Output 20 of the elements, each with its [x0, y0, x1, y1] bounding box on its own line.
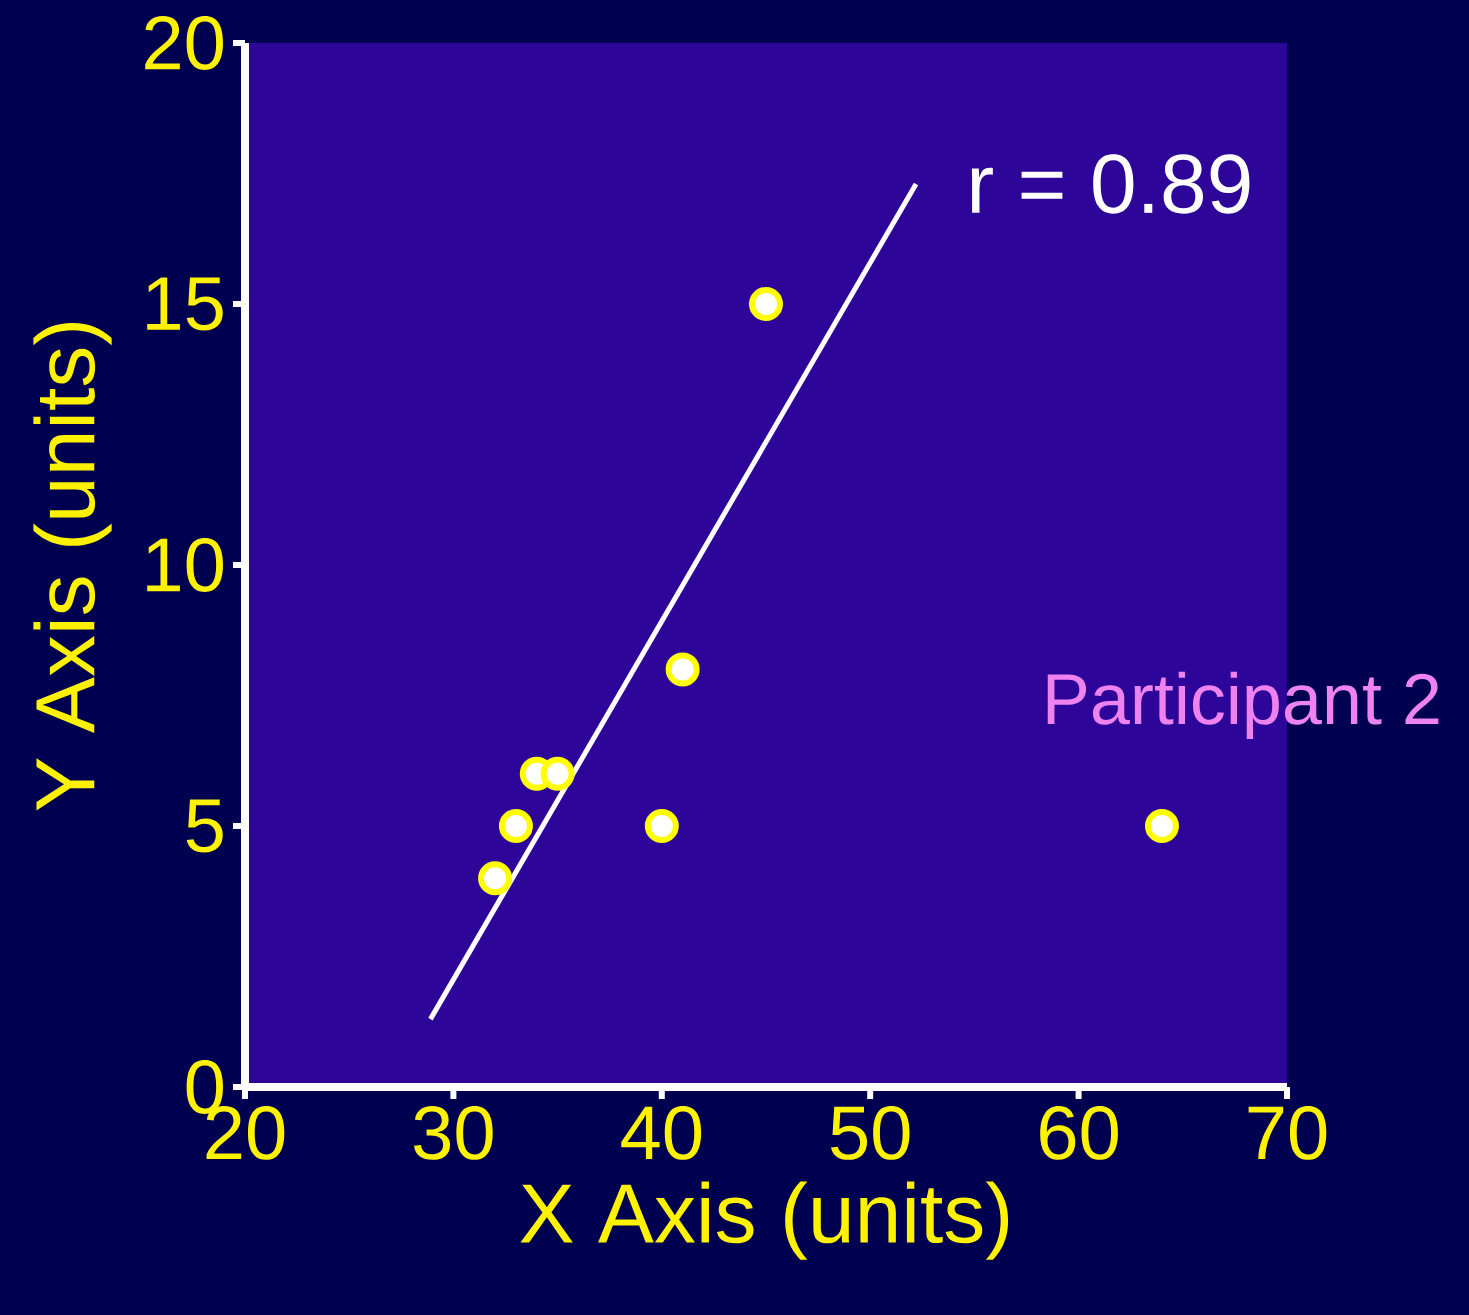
- x-tick-label: 30: [414, 1106, 493, 1160]
- x-tick-label: 40: [621, 1106, 702, 1160]
- point: [1144, 808, 1179, 843]
- point: [498, 808, 533, 843]
- annotation: r = 0.89: [971, 154, 1250, 214]
- y-tick-label: 20: [145, 16, 223, 70]
- annotation: Participant 2: [1047, 671, 1439, 739]
- y-tick-label: 10: [147, 538, 223, 592]
- point: [665, 652, 700, 687]
- x-axis-title: X Axis (units): [520, 1181, 1009, 1260]
- point: [540, 756, 575, 791]
- y-tick-label: 5: [186, 799, 223, 853]
- x-tick-label: 50: [830, 1106, 910, 1160]
- x-tick-label: 60: [1040, 1106, 1118, 1160]
- x-tick-label: 70: [1248, 1106, 1327, 1160]
- y-axis-title: Y Axis (units): [33, 322, 112, 811]
- point: [478, 861, 513, 896]
- point: [749, 286, 783, 321]
- point: [644, 808, 679, 843]
- y-tick-label: 15: [147, 277, 223, 331]
